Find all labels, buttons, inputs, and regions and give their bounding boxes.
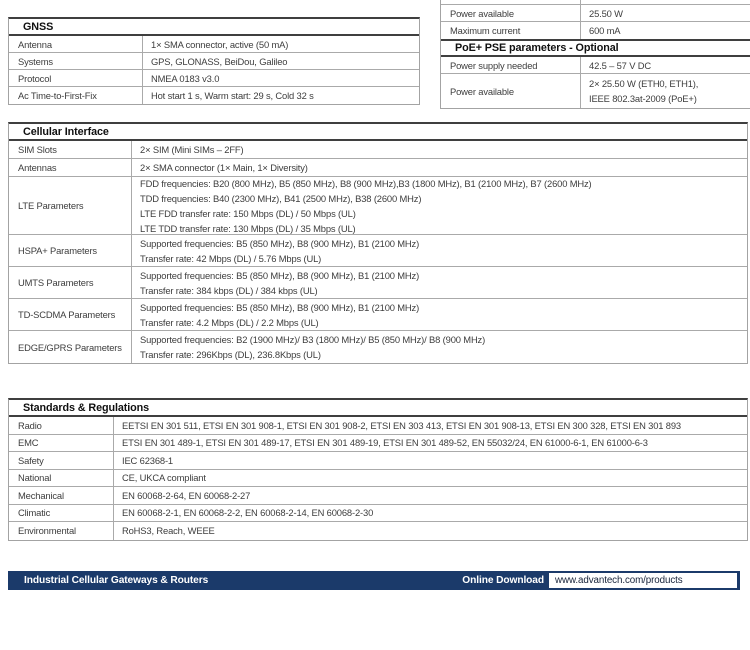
table-row: Radio EETSI EN 301 511, ETSI EN 301 908-… <box>9 417 747 435</box>
spec-label: TD-SCDMA Parameters <box>9 299 132 330</box>
spec-value: EETSI EN 301 511, ETSI EN 301 908-1, ETS… <box>122 419 681 431</box>
power-table: Power supply voltage Power available 25.… <box>440 0 750 109</box>
spec-label: Systems <box>9 53 143 69</box>
spec-label: HSPA+ Parameters <box>9 235 132 266</box>
spec-value: FDD frequencies: B20 (800 MHz), B5 (850 … <box>140 177 592 234</box>
gnss-table: GNSS Antenna 1× SMA connector, active (5… <box>8 17 420 105</box>
table-row: Protocol NMEA 0183 v3.0 <box>9 70 419 87</box>
table-row: Maximum current 600 mA <box>441 22 750 39</box>
spec-label: Power supply voltage <box>441 0 581 4</box>
table-row: Systems GPS, GLONASS, BeiDou, Galileo <box>9 53 419 70</box>
spec-value: IEC 62368-1 <box>122 454 173 466</box>
spec-label: Protocol <box>9 70 143 86</box>
table-row: LTE Parameters FDD frequencies: B20 (800… <box>9 177 747 235</box>
spec-label: Environmental <box>9 522 114 540</box>
spec-label: Mechanical <box>9 487 114 504</box>
spec-label: EDGE/GPRS Parameters <box>9 331 132 363</box>
spec-value: EN 60068-2-64, EN 60068-2-27 <box>122 489 251 501</box>
table-row: HSPA+ Parameters Supported frequencies: … <box>9 235 747 267</box>
spec-value: NMEA 0183 v3.0 <box>151 72 220 84</box>
spec-value <box>581 0 750 4</box>
spec-label: LTE Parameters <box>9 177 132 234</box>
table-row: National CE, UKCA compliant <box>9 469 747 487</box>
poe-section-title: PoE+ PSE parameters - Optional <box>441 39 750 57</box>
table-row: Antennas 2× SMA connector (1× Main, 1× D… <box>9 159 747 177</box>
spec-value: 42.5 – 57 V DC <box>589 59 652 71</box>
spec-value: EN 60068-2-1, EN 60068-2-2, EN 60068-2-1… <box>122 507 374 519</box>
footer-bar: Industrial Cellular Gateways & Routers O… <box>8 571 740 590</box>
spec-label: Antennas <box>9 159 132 176</box>
table-row: UMTS Parameters Supported frequencies: B… <box>9 267 747 299</box>
spec-label: Radio <box>9 417 114 434</box>
spec-value: RoHS3, Reach, WEEE <box>122 525 215 537</box>
table-row: Mechanical EN 60068-2-64, EN 60068-2-27 <box>9 487 747 505</box>
table-row: Power available 2× 25.50 W (ETH0, ETH1),… <box>441 74 750 108</box>
spec-value: Supported frequencies: B2 (1900 MHz)/ B3… <box>140 334 486 360</box>
table-row: Power available 25.50 W <box>441 5 750 22</box>
footer-download-area: Online Download www.advantech.com/produc… <box>462 571 740 590</box>
spec-value: Supported frequencies: B5 (850 MHz), B8 … <box>140 301 420 328</box>
spec-label: SIM Slots <box>9 141 132 158</box>
spec-label: Safety <box>9 452 114 469</box>
table-row: Antenna 1× SMA connector, active (50 mA) <box>9 36 419 53</box>
spec-value: 2× SIM (Mini SIMs – 2FF) <box>140 144 244 155</box>
spec-label: UMTS Parameters <box>9 267 132 298</box>
spec-label: Climatic <box>9 504 114 521</box>
table-row: Environmental RoHS3, Reach, WEEE <box>9 522 747 540</box>
spec-label: Power supply needed <box>441 57 581 73</box>
spec-value: GPS, GLONASS, BeiDou, Galileo <box>151 55 288 67</box>
spec-label: EMC <box>9 434 114 451</box>
table-row: EMC ETSI EN 301 489-1, ETSI EN 301 489-1… <box>9 434 747 452</box>
table-row: EDGE/GPRS Parameters Supported frequenci… <box>9 331 747 363</box>
table-row: Safety IEC 62368-1 <box>9 452 747 470</box>
spec-value: Supported frequencies: B5 (850 MHz), B8 … <box>140 269 420 296</box>
spec-value: 2× SMA connector (1× Main, 1× Diversity) <box>140 162 308 173</box>
download-url-box[interactable]: www.advantech.com/products <box>549 573 737 588</box>
footer-title: Industrial Cellular Gateways & Routers <box>24 575 209 586</box>
standards-section-title: Standards & Regulations <box>9 400 747 417</box>
spec-label: Maximum current <box>441 22 581 39</box>
table-row: SIM Slots 2× SIM (Mini SIMs – 2FF) <box>9 141 747 159</box>
table-row: Climatic EN 60068-2-1, EN 60068-2-2, EN … <box>9 504 747 522</box>
standards-table: Standards & Regulations Radio EETSI EN 3… <box>8 398 748 541</box>
spec-value: Hot start 1 s, Warm start: 29 s, Cold 32… <box>151 90 314 101</box>
spec-label: Ac Time-to-First-Fix <box>9 87 143 104</box>
cellular-section-title: Cellular Interface <box>9 124 747 141</box>
spec-value: 600 mA <box>589 25 621 36</box>
spec-value: 25.50 W <box>589 7 623 19</box>
spec-value: CE, UKCA compliant <box>122 472 206 484</box>
table-row: TD-SCDMA Parameters Supported frequencie… <box>9 299 747 331</box>
table-row-clipped: Power supply voltage <box>441 0 750 5</box>
spec-label: Power available <box>441 5 581 21</box>
spec-value: 2× 25.50 W (ETH0, ETH1), IEEE 802.3at-20… <box>589 78 699 104</box>
cellular-table: Cellular Interface SIM Slots 2× SIM (Min… <box>8 122 748 364</box>
table-row: Power supply needed 42.5 – 57 V DC <box>441 57 750 74</box>
spec-label: National <box>9 469 114 486</box>
spec-value: Supported frequencies: B5 (850 MHz), B8 … <box>140 237 420 264</box>
spec-label: Antenna <box>9 36 143 52</box>
spec-value: ETSI EN 301 489-1, ETSI EN 301 489-17, E… <box>122 437 648 449</box>
gnss-section-title: GNSS <box>9 19 419 36</box>
spec-label: Power available <box>441 74 581 108</box>
online-download-label: Online Download <box>462 575 544 586</box>
table-row: Ac Time-to-First-Fix Hot start 1 s, Warm… <box>9 87 419 104</box>
spec-value: 1× SMA connector, active (50 mA) <box>151 38 289 50</box>
